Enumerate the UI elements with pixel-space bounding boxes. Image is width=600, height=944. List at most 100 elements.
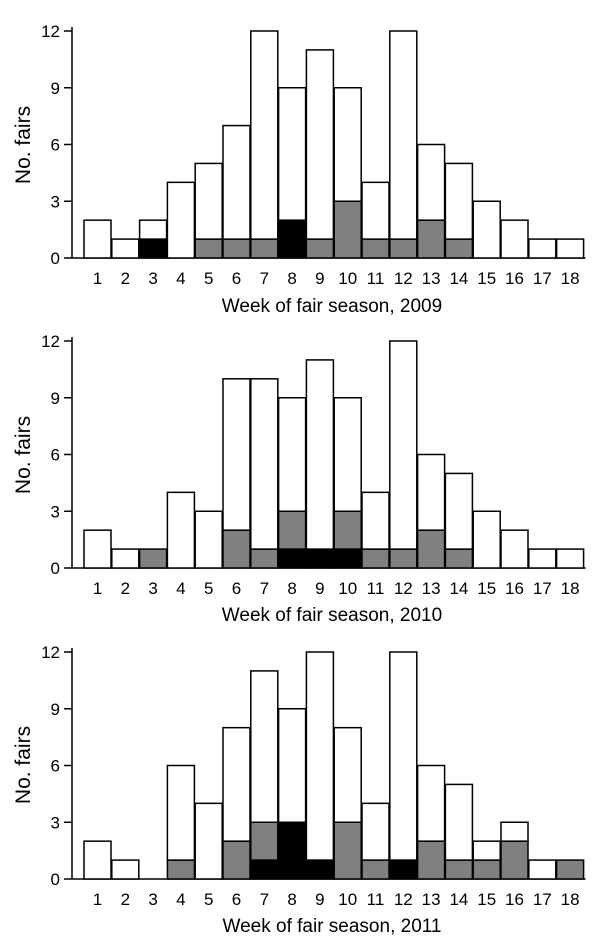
x-tick-label: 13 xyxy=(422,890,441,909)
bar-segment-white xyxy=(305,359,335,550)
y-tick-label: 6 xyxy=(51,446,60,465)
x-tick-label: 14 xyxy=(449,579,468,598)
x-tick-label: 16 xyxy=(505,890,524,909)
x-tick-label: 12 xyxy=(394,890,413,909)
x-tick-label: 10 xyxy=(338,890,357,909)
bar-segment-white xyxy=(333,397,362,512)
y-axis-label: No. fairs xyxy=(12,416,35,494)
x-tick-label: 8 xyxy=(287,890,296,909)
bar-segment-white xyxy=(305,49,335,240)
bar-segment-white xyxy=(528,548,557,569)
bar-segment-white xyxy=(222,124,251,240)
x-tick-label: 11 xyxy=(367,890,385,909)
y-tick-label: 6 xyxy=(51,136,60,155)
bar-segment-white xyxy=(194,162,223,240)
x-tick-label: 9 xyxy=(315,890,324,909)
bar-segment-white xyxy=(138,219,168,240)
x-tick-label: 3 xyxy=(148,890,157,909)
x-axis-label: Week of fair season, 2009 xyxy=(222,296,442,317)
x-tick-label: 12 xyxy=(394,269,413,288)
y-tick-label: 0 xyxy=(51,870,60,889)
bar-segment-white xyxy=(277,708,307,823)
bar-segment-white xyxy=(333,726,362,824)
bar-segment-black xyxy=(305,859,335,880)
bar-segment-white xyxy=(361,181,390,240)
x-tick-label: 13 xyxy=(422,269,441,288)
x-tick-label: 6 xyxy=(232,579,241,598)
x-tick-label: 8 xyxy=(287,579,296,598)
bar-segment-gray xyxy=(361,238,390,259)
x-tick-label: 5 xyxy=(204,579,213,598)
bar-segment-white xyxy=(166,491,196,569)
x-tick-label: 17 xyxy=(533,269,552,288)
bar-segment-gray xyxy=(250,238,279,259)
y-tick-label: 3 xyxy=(51,502,60,521)
x-tick-label: 7 xyxy=(260,890,269,909)
bar-segment-white xyxy=(389,651,418,861)
bar-segment-white xyxy=(194,510,223,569)
x-tick-label: 6 xyxy=(232,890,241,909)
x-tick-label: 7 xyxy=(260,579,269,598)
bar-segment-black xyxy=(305,548,335,569)
chart-2010: No. fairs Week of fair season, 2010 0 3 6 9… xyxy=(12,332,586,626)
y-tick-label: 12 xyxy=(41,22,60,41)
x-tick-label: 9 xyxy=(315,579,324,598)
bar-segment-white xyxy=(444,472,474,550)
bar-segment-gray xyxy=(250,548,279,569)
y-axis-label: No. fairs xyxy=(12,726,35,804)
x-tick-label: 14 xyxy=(449,269,468,288)
bar-segment-gray xyxy=(194,238,223,259)
bar-segment-gray xyxy=(138,548,168,569)
bar-segment-white xyxy=(500,219,529,259)
bar-segment-gray xyxy=(333,821,362,880)
x-tick-label: 8 xyxy=(287,269,296,288)
y-tick-label: 12 xyxy=(41,332,60,351)
bar-segment-white xyxy=(500,529,529,569)
bar-segment-white xyxy=(222,378,251,531)
x-tick-label: 2 xyxy=(121,579,130,598)
bar-segment-white xyxy=(166,181,196,259)
bar-segment-white xyxy=(83,219,112,259)
bar-segment-gray xyxy=(250,821,279,861)
bar-segment-white xyxy=(250,378,279,550)
bar-segment-white xyxy=(472,510,501,569)
x-tick-label: 12 xyxy=(394,579,413,598)
chart-2009: No. fairs Week of fair season, 2009 0 3 6 9… xyxy=(12,22,586,317)
y-tick-label: 3 xyxy=(51,813,60,832)
bar-segment-gray xyxy=(500,840,529,880)
bar-segment-white xyxy=(250,30,279,240)
x-tick-label: 1 xyxy=(93,269,102,288)
bar-segment-white xyxy=(444,162,474,240)
y-tick-label: 3 xyxy=(51,192,60,211)
y-axis-label: No. fairs xyxy=(12,106,35,184)
x-tick-label: 1 xyxy=(93,579,102,598)
x-tick-label: 15 xyxy=(477,579,496,598)
x-tick-label: 4 xyxy=(176,269,185,288)
y-tick-label: 0 xyxy=(51,559,60,578)
bar-segment-black xyxy=(389,859,418,880)
bar-segment-gray xyxy=(389,238,418,259)
bar-segment-white xyxy=(277,397,307,512)
x-tick-label: 3 xyxy=(148,579,157,598)
x-tick-label: 18 xyxy=(561,269,580,288)
x-tick-label: 5 xyxy=(204,890,213,909)
y-tick-label: 0 xyxy=(51,249,60,268)
bar-segment-black xyxy=(277,821,307,880)
bar-segment-gray xyxy=(222,840,251,880)
bar-segment-gray xyxy=(305,238,335,259)
y-tick-label: 9 xyxy=(51,700,60,719)
bar-segment-gray xyxy=(277,510,307,550)
y-tick-label: 6 xyxy=(51,757,60,776)
bar-segment-gray xyxy=(333,510,362,550)
bar-segment-white xyxy=(194,802,223,880)
x-tick-label: 9 xyxy=(315,269,324,288)
x-tick-label: 17 xyxy=(533,890,552,909)
x-tick-label: 2 xyxy=(121,890,130,909)
bar-segment-gray xyxy=(166,859,196,880)
x-tick-label: 3 xyxy=(148,269,157,288)
bar-segment-black xyxy=(277,219,307,259)
bar-segment-gray xyxy=(444,859,474,880)
x-tick-label: 16 xyxy=(505,579,524,598)
x-tick-label: 4 xyxy=(176,579,185,598)
